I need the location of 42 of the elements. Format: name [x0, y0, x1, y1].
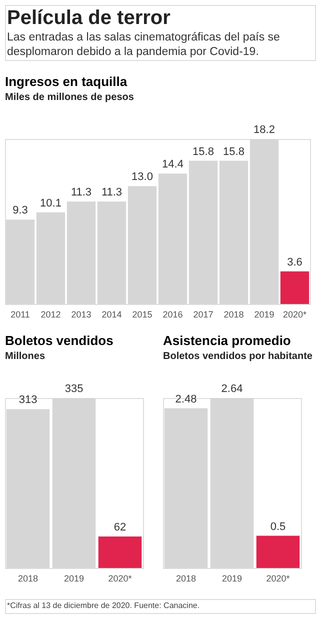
x-tick-label: 2016: [162, 310, 183, 320]
data-label: 335: [64, 383, 84, 395]
x-tick-label: 2020*: [282, 310, 308, 320]
x-tick-label: 2011: [10, 310, 30, 320]
x-tick-label: 2018: [18, 574, 38, 584]
x-tick-label: 2018: [224, 310, 244, 320]
data-label: 2.64: [221, 383, 243, 395]
data-label: 18.2: [254, 124, 275, 136]
data-label: 9.3: [12, 204, 28, 217]
text: Las entradas a las salas cinematográficas del país se desplomaron debido a la pandemia por Covid-19.: [7, 32, 280, 58]
chart-title: Boletos vendidos: [5, 333, 114, 348]
x-tick-label: 2014: [102, 310, 122, 320]
x-tick-label: 2015: [132, 310, 152, 320]
x-tick-label: 2019: [64, 574, 84, 584]
x-tick-label: 2018: [176, 574, 196, 584]
data-label: 10.1: [40, 197, 62, 210]
x-tick-label: 2020*: [108, 574, 132, 584]
data-label: 15.8: [223, 146, 244, 158]
data-label: 3.6: [287, 256, 302, 268]
data-label: 0.5: [270, 520, 286, 533]
data-label: 62: [114, 522, 126, 534]
bar: [280, 271, 310, 304]
data-label: 313: [18, 394, 38, 406]
chart-subtitle: Boletos vendidos por habitante: [163, 351, 313, 362]
x-tick-label: 2019: [254, 310, 274, 320]
data-label: 2.48: [175, 393, 197, 406]
data-label: 14.4: [162, 158, 184, 170]
text: Película de terror: [7, 7, 171, 29]
x-tick-label: 2019: [222, 574, 242, 584]
x-tick-label: 2017: [193, 310, 214, 320]
x-tick-label: 2013: [71, 310, 92, 320]
data-label: 11.3: [101, 186, 122, 199]
chart-subtitle: Miles de millones de pesos: [5, 92, 134, 103]
chart-title: Ingresos en taquilla: [5, 74, 128, 89]
x-tick-label: 2012: [40, 310, 61, 320]
chart-subtitle: Millones: [5, 351, 46, 362]
data-label: 13.0: [132, 171, 153, 184]
data-label: 15.8: [192, 146, 214, 158]
data-label: 11.3: [70, 186, 92, 199]
chart-title: Asistencia promedio: [163, 333, 291, 348]
x-tick-label: 2020*: [266, 574, 290, 584]
text: *Cifras al 13 de diciembre de 2020. Fuente: Canacine.: [7, 601, 200, 610]
